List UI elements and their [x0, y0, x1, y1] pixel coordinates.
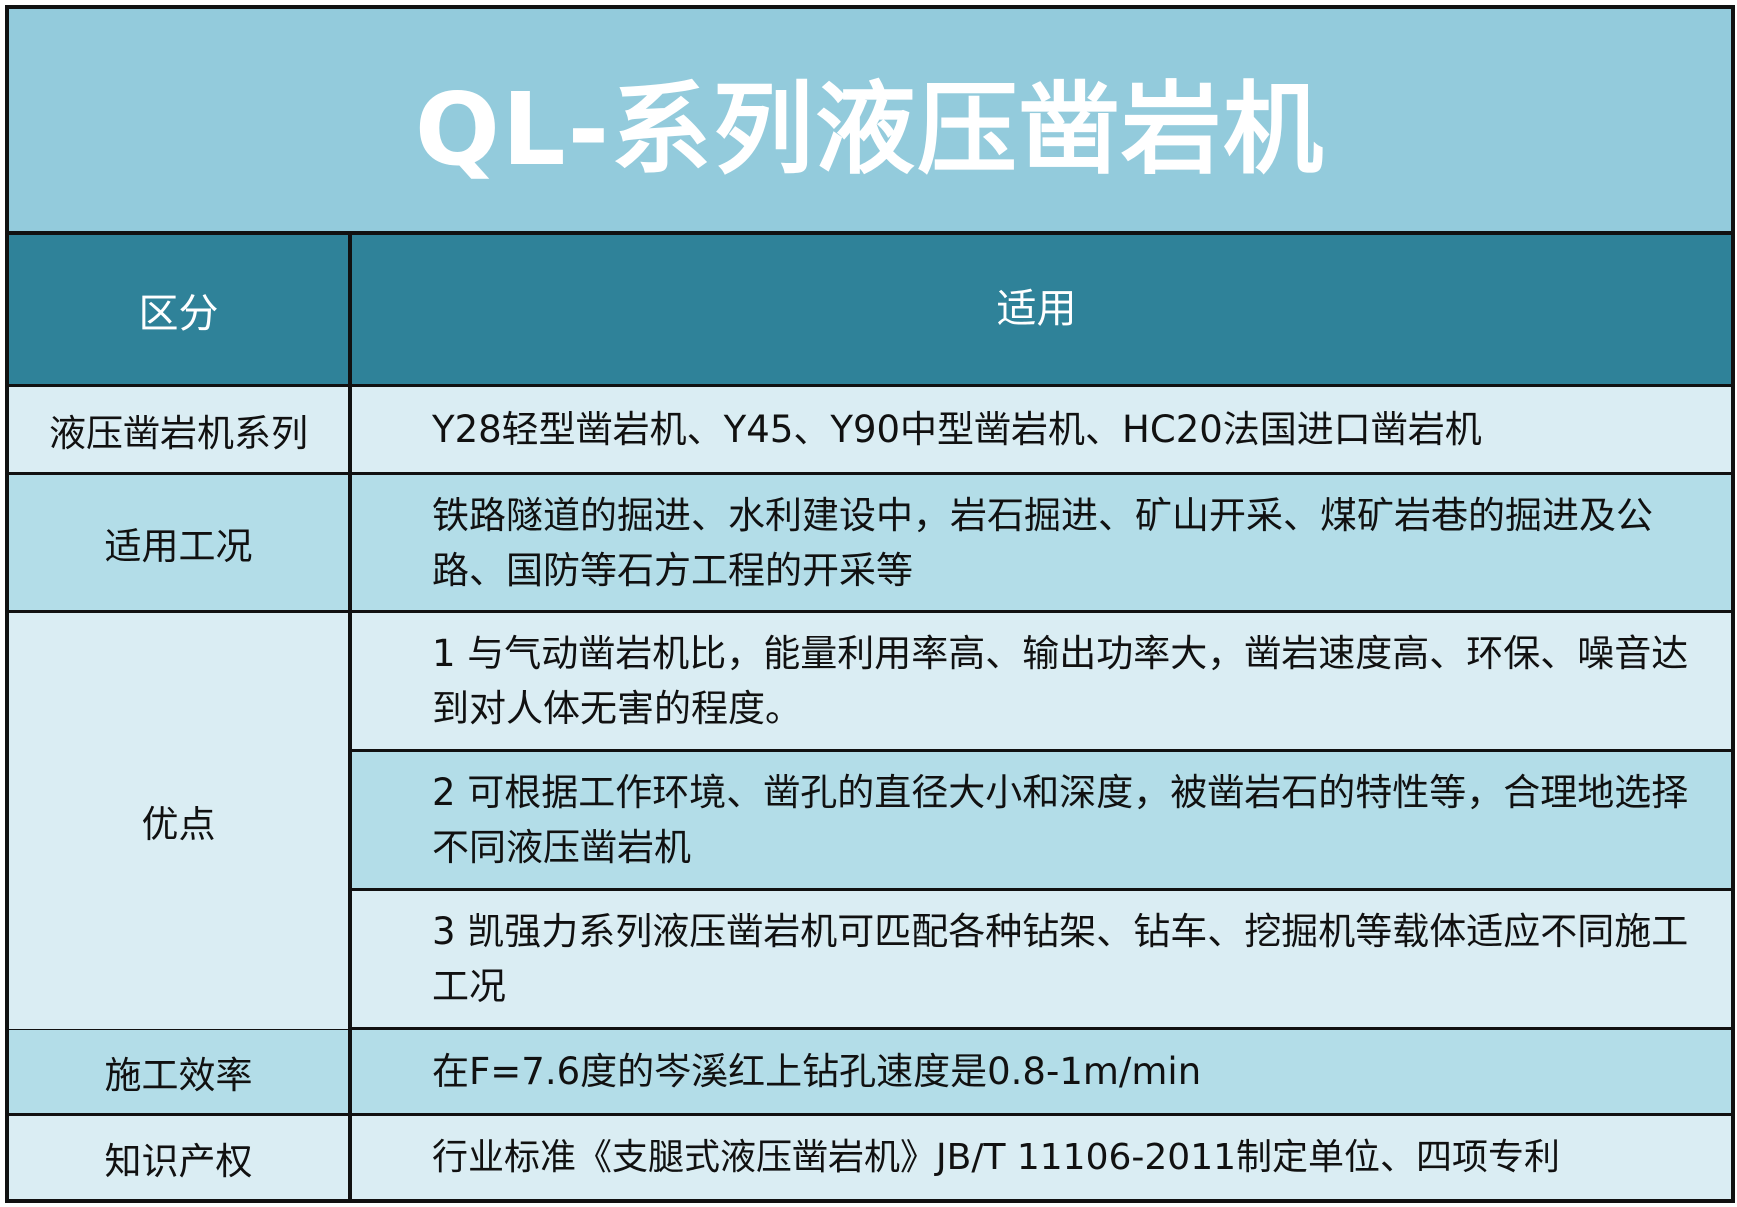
- row-label: 知识产权: [9, 1116, 352, 1199]
- row-value: Y28轻型凿岩机、Y45、Y90中型凿岩机、HC20法国进口凿岩机: [432, 408, 1482, 451]
- table-row-ip: 知识产权 行业标准《支腿式液压凿岩机》JB/T 11106-2011制定单位、四…: [9, 1116, 1731, 1199]
- table-row-efficiency: 施工效率 在F=7.6度的岑溪红上钻孔速度是0.8-1m/min: [9, 1030, 1731, 1116]
- advantage-item: 2 可根据工作环境、凿孔的直径大小和深度，被凿岩石的特性等，合理地选择不同液压凿…: [352, 752, 1731, 891]
- header-row: 区分 适用: [9, 235, 1731, 387]
- row-value: 在F=7.6度的岑溪红上钻孔速度是0.8-1m/min: [432, 1050, 1202, 1093]
- row-value: 铁路隧道的掘进、水利建设中，岩石掘进、矿山开采、煤矿岩巷的掘进及公路、国防等石方…: [432, 493, 1653, 592]
- header-applicable: 适用: [996, 286, 1077, 332]
- table-row-series: 液压凿岩机系列 Y28轻型凿岩机、Y45、Y90中型凿岩机、HC20法国进口凿岩…: [9, 387, 1731, 475]
- table-title: QL-系列液压凿岩机: [9, 9, 1731, 235]
- row-label-advantages: 优点: [9, 613, 352, 1032]
- row-label: 施工效率: [9, 1030, 352, 1113]
- spec-table: QL-系列液压凿岩机 区分 适用 液压凿岩机系列 Y28轻型凿岩机、Y45、Y9…: [5, 5, 1735, 1203]
- advantage-item: 1 与气动凿岩机比，能量利用率高、输出功率大，凿岩速度高、环保、噪音达到对人体无…: [352, 613, 1731, 752]
- table-row-conditions: 适用工况 铁路隧道的掘进、水利建设中，岩石掘进、矿山开采、煤矿岩巷的掘进及公路、…: [9, 475, 1731, 613]
- row-value: 行业标准《支腿式液压凿岩机》JB/T 11106-2011制定单位、四项专利: [432, 1137, 1561, 1178]
- header-category: 区分: [9, 235, 352, 384]
- advantage-item: 3 凯强力系列液压凿岩机可匹配各种钻架、钻车、挖掘机等载体适应不同施工工况: [352, 891, 1731, 1030]
- row-label: 适用工况: [9, 475, 352, 610]
- row-label: 液压凿岩机系列: [9, 387, 352, 472]
